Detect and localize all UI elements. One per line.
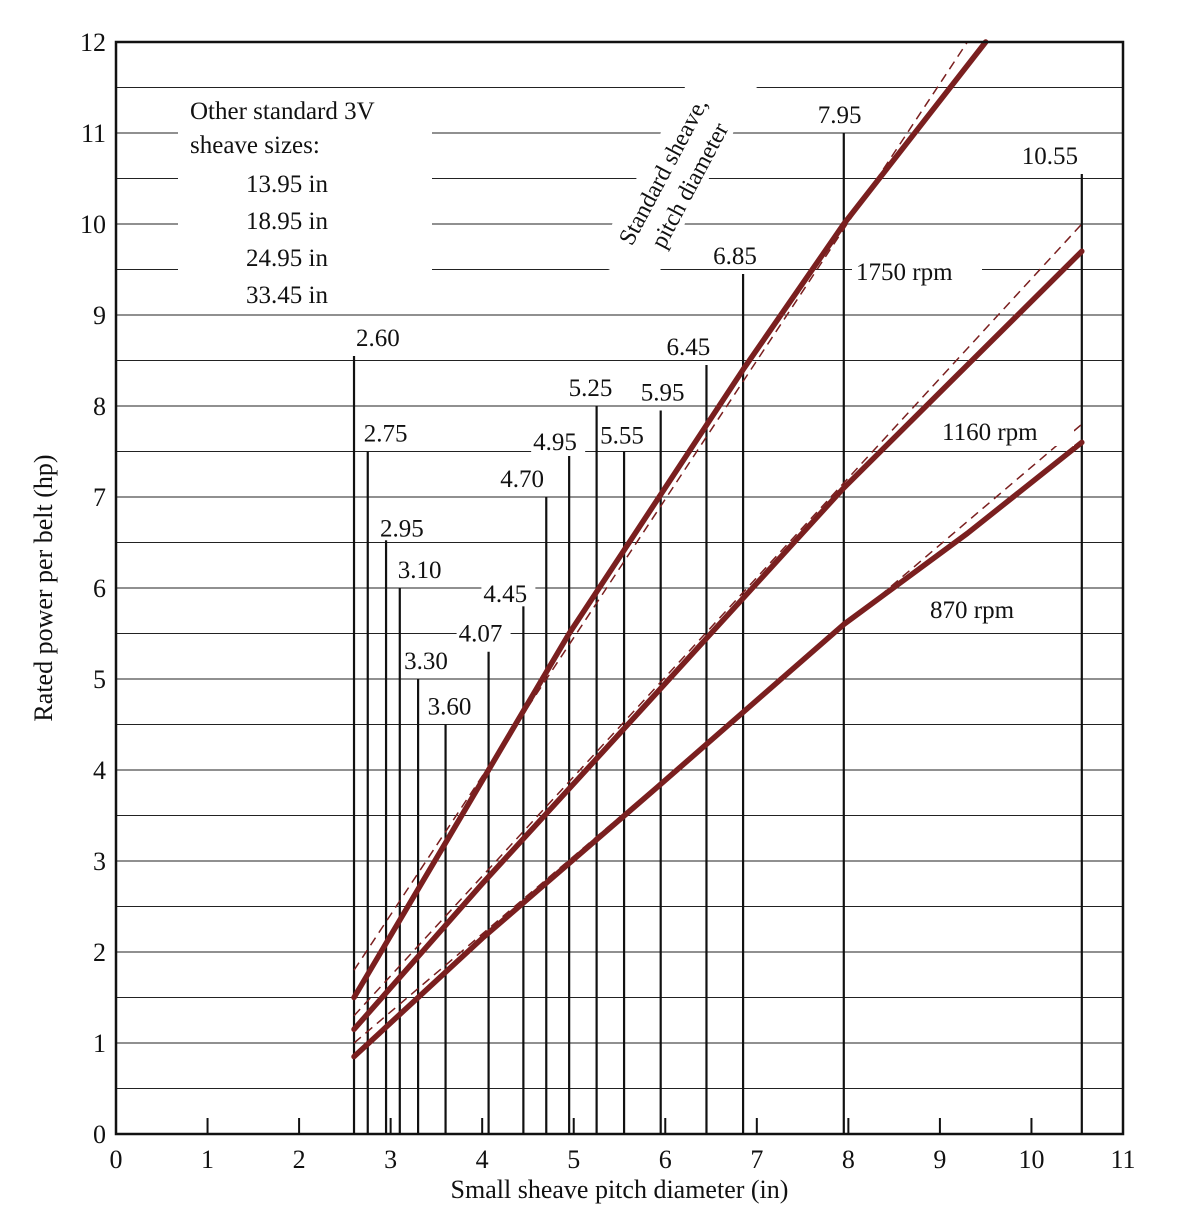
sheave-label: 2.95 [380, 515, 424, 542]
rpm-label: 1160 rpm [942, 419, 1038, 446]
x-tick-label: 7 [750, 1145, 763, 1174]
standard-label-bg [592, 57, 758, 291]
sheave-label-bg [402, 647, 457, 673]
x-tick-label: 2 [293, 1145, 306, 1174]
x-tick-label: 1 [201, 1145, 214, 1174]
sheave-lines [352, 133, 1083, 1134]
y-tick-label: 12 [80, 28, 106, 57]
sheave-label-bg [711, 242, 766, 269]
y-axis-title: Rated power per belt (hp) [29, 454, 58, 721]
x-tick-label: 9 [933, 1145, 946, 1174]
sheave-label-bg [638, 378, 693, 405]
sheave-label-bg [378, 514, 433, 541]
sheave-label-bg [815, 101, 870, 127]
rpm-label-bg [938, 418, 1074, 446]
x-tick-label: 0 [110, 1145, 123, 1174]
y-tick-label: 11 [81, 119, 106, 148]
sheave-label-bg [361, 419, 416, 446]
sheave-label: 10.55 [1022, 143, 1078, 170]
sheave-label-bg [425, 692, 480, 719]
sheave-label: 5.25 [569, 375, 613, 402]
sheave-label-bg [498, 465, 553, 491]
y-tick-label: 7 [93, 483, 106, 512]
sheave-label: 5.55 [600, 423, 644, 450]
y-tick-label: 5 [93, 665, 106, 694]
x-axis-title: Small sheave pitch diameter (in) [451, 1175, 789, 1204]
rpm-curve [351, 439, 1085, 1060]
y-tick-label: 6 [93, 574, 106, 603]
sheave-label-bg [1019, 141, 1087, 168]
note-size-item: 33.45 in [246, 282, 328, 309]
x-tick-label: 3 [384, 1145, 397, 1174]
sheave-label: 3.60 [428, 694, 472, 721]
x-tick-label: 4 [476, 1145, 489, 1174]
other-sizes-note [178, 88, 432, 306]
y-tick-label: 0 [93, 1120, 106, 1149]
rpm-label: 1750 rpm [856, 259, 953, 286]
sheave-label-bg [354, 323, 409, 350]
x-tick-label: 11 [1110, 1145, 1135, 1174]
y-tick-label: 8 [93, 392, 106, 421]
x-tick-label: 8 [842, 1145, 855, 1174]
y-tick-label: 10 [80, 210, 106, 239]
y-tick-label: 2 [93, 938, 106, 967]
sheave-label: 6.45 [666, 334, 710, 361]
rpm-curves [351, 39, 1085, 1060]
sheave-label: 4.95 [533, 429, 577, 456]
sheave-label-bg [598, 421, 653, 448]
plot-border [114, 40, 1125, 1136]
sheave-label: 5.95 [641, 380, 685, 407]
grid-lines [116, 87, 1123, 1089]
y-tick-label: 1 [93, 1029, 106, 1058]
note-size-item: 18.95 in [246, 208, 328, 235]
sheave-label: 4.45 [483, 581, 527, 608]
sheave-label-bg [481, 580, 536, 607]
sheave-label-bg [664, 333, 719, 360]
sheave-label: 4.70 [500, 466, 544, 493]
sheave-label: 2.60 [356, 325, 400, 352]
sheave-label: 3.30 [404, 648, 448, 675]
note-size-item: 13.95 in [246, 171, 328, 198]
x-tick-label: 10 [1018, 1145, 1044, 1174]
sheave-label-bg [456, 619, 511, 646]
sheave-label: 2.75 [364, 421, 408, 448]
sheave-label-bg [395, 556, 450, 582]
y-tick-label: 3 [93, 847, 106, 876]
sheave-label: 6.85 [713, 243, 757, 270]
sheave-label: 3.10 [398, 557, 442, 584]
sheave-label-bg [531, 428, 586, 455]
rpm-curve [351, 248, 1085, 1033]
rpm-label: 870 rpm [930, 597, 1015, 624]
note-size-item: 24.95 in [246, 245, 328, 272]
dashed-trend-line [353, 41, 968, 971]
sheave-label: 7.95 [818, 102, 862, 129]
sheave-label: 4.07 [459, 621, 503, 648]
x-tick-label: 5 [567, 1145, 580, 1174]
note-title: Other standard 3V [190, 98, 375, 125]
sheave-label-bg [566, 374, 621, 400]
x-tick-label: 6 [659, 1145, 672, 1174]
note-subtitle: sheave sizes: [190, 132, 320, 159]
y-tick-label: 4 [93, 756, 106, 785]
note-background [178, 88, 432, 306]
plot-frame [114, 40, 1125, 1136]
dashed-trend-line [353, 423, 1083, 1044]
y-tick-label: 9 [93, 301, 106, 330]
rpm-curve [351, 39, 989, 1001]
rpm-label-bg [852, 258, 982, 286]
